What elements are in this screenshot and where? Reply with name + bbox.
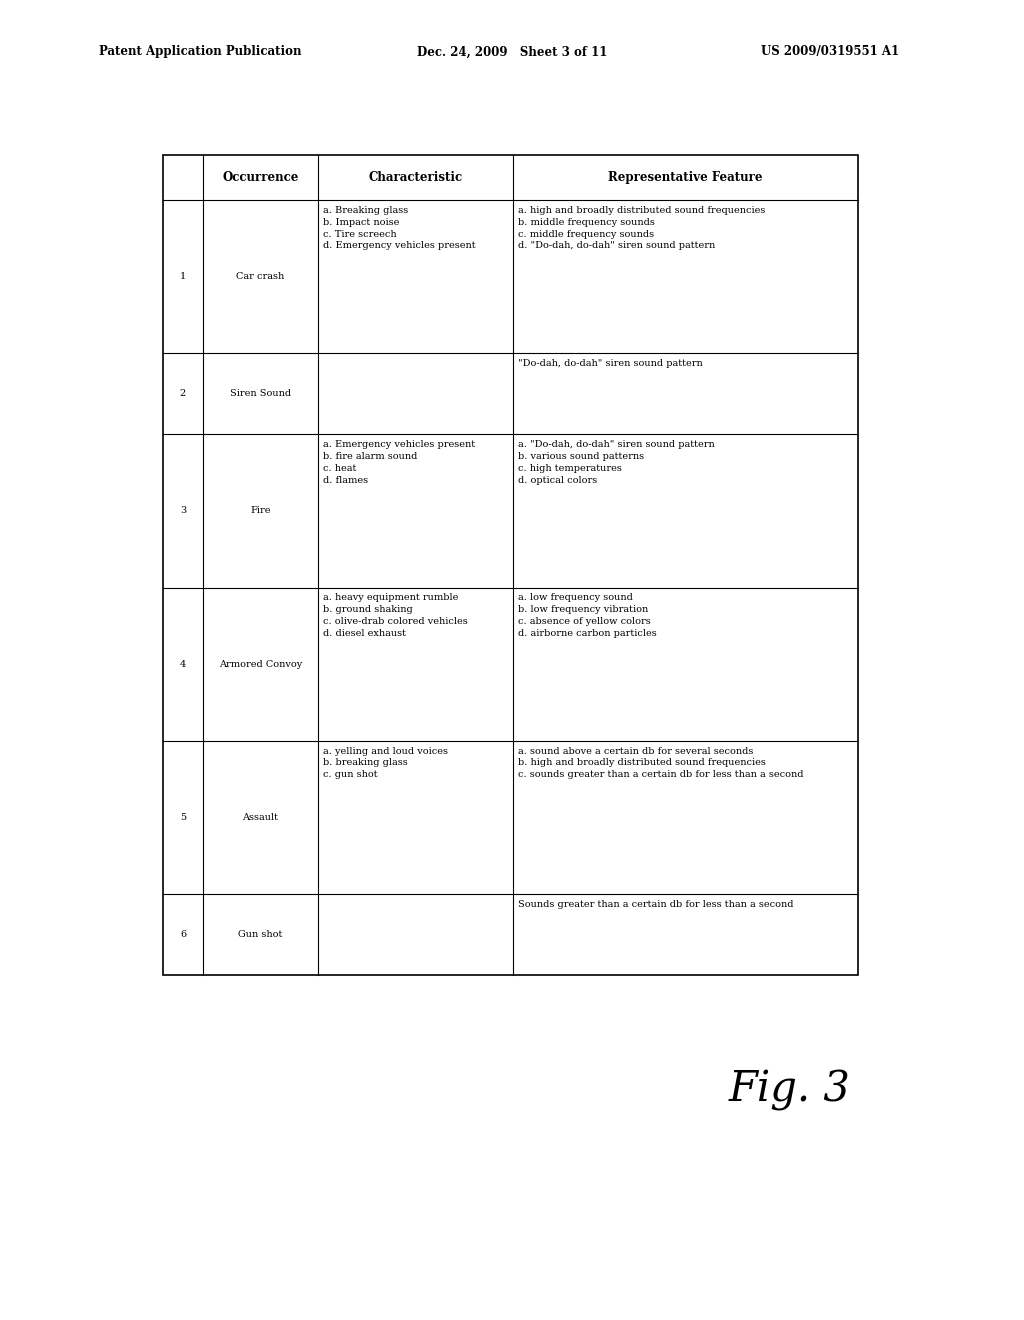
Text: US 2009/0319551 A1: US 2009/0319551 A1 xyxy=(761,45,899,58)
Text: Armored Convoy: Armored Convoy xyxy=(219,660,302,668)
Text: Assault: Assault xyxy=(243,813,279,821)
Text: Fire: Fire xyxy=(250,507,270,515)
Text: a. low frequency sound
b. low frequency vibration
c. absence of yellow colors
d.: a. low frequency sound b. low frequency … xyxy=(518,594,656,638)
Text: Occurrence: Occurrence xyxy=(222,172,299,183)
Text: a. Breaking glass
b. Impact noise
c. Tire screech
d. Emergency vehicles present: a. Breaking glass b. Impact noise c. Tir… xyxy=(323,206,475,251)
Bar xyxy=(163,154,858,975)
Text: Siren Sound: Siren Sound xyxy=(230,389,291,399)
Text: a. "Do-dah, do-dah" siren sound pattern
b. various sound patterns
c. high temper: a. "Do-dah, do-dah" siren sound pattern … xyxy=(518,441,715,484)
Text: Characteristic: Characteristic xyxy=(369,172,463,183)
Text: Representative Feature: Representative Feature xyxy=(608,172,763,183)
Text: a. high and broadly distributed sound frequencies
b. middle frequency sounds
c. : a. high and broadly distributed sound fr… xyxy=(518,206,765,251)
Text: 4: 4 xyxy=(180,660,186,668)
Text: Fig. 3: Fig. 3 xyxy=(729,1069,851,1111)
Text: Dec. 24, 2009   Sheet 3 of 11: Dec. 24, 2009 Sheet 3 of 11 xyxy=(417,45,607,58)
Text: 2: 2 xyxy=(180,389,186,399)
Text: 5: 5 xyxy=(180,813,186,821)
Text: a. Emergency vehicles present
b. fire alarm sound
c. heat
d. flames: a. Emergency vehicles present b. fire al… xyxy=(323,441,475,484)
Text: a. heavy equipment rumble
b. ground shaking
c. olive-drab colored vehicles
d. di: a. heavy equipment rumble b. ground shak… xyxy=(323,594,468,638)
Text: 6: 6 xyxy=(180,929,186,939)
Text: Patent Application Publication: Patent Application Publication xyxy=(98,45,301,58)
Text: Car crash: Car crash xyxy=(237,272,285,281)
Text: Gun shot: Gun shot xyxy=(239,929,283,939)
Text: 3: 3 xyxy=(180,507,186,515)
Text: "Do-dah, do-dah" siren sound pattern: "Do-dah, do-dah" siren sound pattern xyxy=(518,359,702,368)
Text: a. sound above a certain db for several seconds
b. high and broadly distributed : a. sound above a certain db for several … xyxy=(518,747,804,779)
Text: a. yelling and loud voices
b. breaking glass
c. gun shot: a. yelling and loud voices b. breaking g… xyxy=(323,747,449,779)
Text: 1: 1 xyxy=(180,272,186,281)
Text: Sounds greater than a certain db for less than a second: Sounds greater than a certain db for les… xyxy=(518,900,794,908)
